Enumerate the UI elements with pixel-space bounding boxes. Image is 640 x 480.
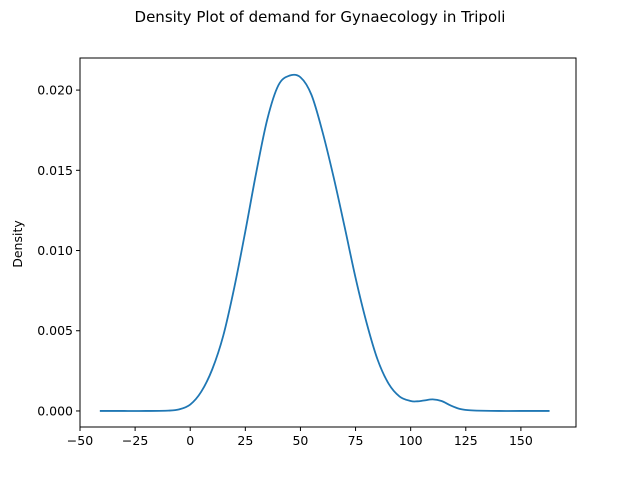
- x-tick-label: 150: [509, 433, 533, 448]
- y-axis-label: Density: [10, 220, 25, 268]
- x-tick-label: 50: [292, 433, 308, 448]
- x-tick-label: −25: [122, 433, 148, 448]
- y-tick-label: 0.010: [37, 243, 73, 258]
- x-axis-ticks: −50 −25 0 25 50 75 100 125 150: [67, 427, 533, 448]
- y-tick-label: 0.005: [37, 323, 73, 338]
- density-series-line: [99, 73, 550, 412]
- x-tick-label: −50: [67, 433, 93, 448]
- series-layer: [99, 73, 550, 412]
- x-tick-label: 25: [237, 433, 253, 448]
- x-tick-label: 125: [454, 433, 478, 448]
- chart-title: Density Plot of demand for Gynaecology i…: [135, 8, 506, 26]
- y-tick-label: 0.015: [37, 163, 73, 178]
- plot-area-frame: [79, 57, 577, 428]
- y-tick-label: 0.000: [37, 403, 73, 418]
- x-tick-label: 75: [348, 433, 364, 448]
- y-axis-ticks: 0.000 0.005 0.010 0.015 0.020: [37, 83, 80, 418]
- x-tick-label: 0: [186, 433, 194, 448]
- y-tick-label: 0.020: [37, 83, 73, 98]
- x-tick-label: 100: [399, 433, 423, 448]
